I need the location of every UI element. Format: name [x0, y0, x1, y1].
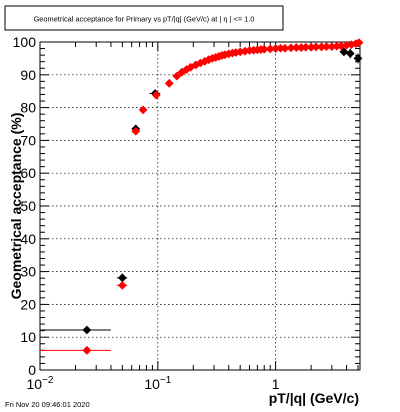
tick-labels: 0 10 20 30 40 50 60 70 80 90 100 10−2 10−1 1: [13, 34, 280, 392]
data-point-marker: [354, 38, 364, 48]
data-point-marker: [164, 78, 174, 88]
y-tick-label: 90: [20, 67, 36, 83]
title-box: [4, 5, 284, 31]
data-point-marker: [345, 49, 355, 58]
y-axis-label: Geometrical acceptance (%): [8, 113, 24, 300]
data-point-marker: [271, 44, 281, 53]
data-point-marker: [311, 42, 321, 52]
data-point-marker: [322, 42, 331, 51]
data-point-marker: [172, 71, 182, 81]
y-tick-label: 100: [13, 34, 37, 50]
data-point-marker: [286, 43, 296, 53]
data-point-marker: [138, 105, 148, 115]
x-tick-label: 10−1: [144, 375, 171, 392]
x-tick-label: 10−2: [27, 375, 54, 392]
y-tick-label: 80: [20, 100, 36, 116]
data-point-marker: [82, 325, 92, 335]
y-tick-label: 10: [20, 329, 36, 345]
x-axis-label: pT/|q| (GeV/c): [269, 390, 359, 406]
series-1: [40, 38, 364, 355]
data-point-marker: [291, 43, 301, 52]
data-point-marker: [317, 42, 326, 52]
y-tick-label: 0: [28, 362, 36, 378]
data-point-marker: [82, 345, 92, 355]
y-tick-label: 30: [20, 264, 36, 280]
data-point-marker: [353, 54, 363, 63]
data-point-marker: [276, 43, 285, 53]
data-series: [40, 38, 364, 355]
data-point-marker: [151, 90, 161, 100]
data-point-marker: [280, 43, 290, 53]
y-tick-label: 20: [20, 296, 36, 312]
x-tick-label: 1: [272, 376, 280, 392]
y-tick-label: 40: [20, 231, 36, 247]
data-point-marker: [235, 47, 245, 57]
series-0: [40, 47, 363, 335]
data-point-marker: [231, 48, 241, 57]
data-point-marker: [265, 44, 275, 54]
data-point-marker: [117, 273, 127, 283]
grid-lines: [40, 42, 360, 370]
chart-title: Geometrical acceptance for Primary vs pT…: [34, 15, 255, 24]
data-point-marker: [200, 56, 210, 66]
data-point-marker: [327, 42, 337, 51]
data-point-marker: [196, 58, 205, 68]
timestamp-label: Fri Nov 20 09:46:01 2020: [5, 400, 90, 409]
data-point-marker: [177, 67, 187, 77]
data-point-marker: [336, 41, 346, 51]
data-point-marker: [259, 44, 269, 54]
data-point-marker: [339, 47, 349, 57]
data-point-marker: [301, 42, 311, 52]
data-point-marker: [117, 280, 127, 290]
y-tick-label: 50: [20, 198, 36, 214]
y-tick-label: 70: [20, 132, 36, 148]
data-point-marker: [306, 42, 316, 52]
data-point-marker: [131, 126, 141, 136]
y-tick-label: 60: [20, 165, 36, 181]
